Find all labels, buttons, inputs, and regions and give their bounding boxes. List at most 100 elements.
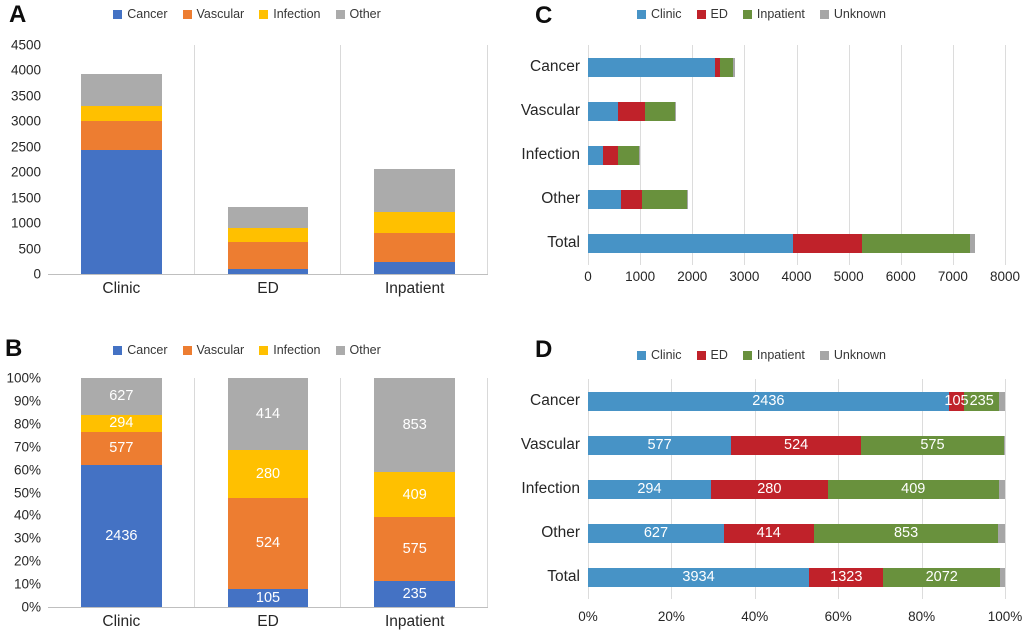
- segment-ed: 524: [731, 435, 862, 455]
- segment-clinic: [588, 57, 715, 77]
- segment-inpatient: 2072: [883, 567, 1000, 587]
- segment-value-label: 3934: [682, 569, 715, 585]
- segment-value-label: 627: [109, 388, 134, 405]
- segment-clinic: 627: [588, 523, 724, 543]
- legend-label-unknown: Unknown: [833, 348, 887, 362]
- segment-unknown: [639, 145, 640, 165]
- panel-a: A Cancer Vascular Infection Other 4500 4000 3…: [0, 0, 512, 320]
- gridline: [1005, 379, 1006, 599]
- x-axis-tick-label: 20%: [657, 609, 685, 624]
- legend-item-clinic: Clinic: [636, 7, 682, 21]
- category-label-ed: ED: [257, 280, 279, 297]
- legend-swatch-infection-icon: [259, 9, 269, 19]
- chart-d-percent-stacked-bars: Clinic ED Inpatient Unknown Cancer Vascular I…: [512, 320, 1024, 629]
- segment-unknown: [999, 391, 1005, 411]
- legend-swatch-inpatient-icon: [742, 350, 752, 360]
- segment-clinic: [588, 145, 604, 165]
- x-axis-tick-label: 4000: [781, 269, 812, 284]
- legend-item-unknown: Unknown: [819, 7, 886, 21]
- gridline: [900, 45, 902, 265]
- segment-value-label: 524: [784, 437, 809, 453]
- segment-value-label: 105: [944, 393, 969, 409]
- legend-item-infection: Infection: [259, 343, 321, 357]
- x-axis-tick-label: 0%: [578, 609, 598, 624]
- stacked-bar-ed: [227, 206, 309, 274]
- chart-b-percent-stacked-columns: Cancer Vascular Infection Other 100% 90% 80% 7…: [0, 320, 512, 631]
- bar-row-cancer: 2436 105 235: [588, 379, 1005, 423]
- segment-value-label: 1323: [830, 569, 863, 585]
- bar-column-inpatient: 235 575 409 853: [341, 378, 488, 607]
- legend-item-inpatient: Inpatient: [742, 7, 805, 21]
- segment-unknown: [686, 189, 689, 209]
- stacked-bar-vascular: 577 524 575: [588, 435, 1005, 455]
- segment-value-label: 235: [402, 586, 427, 603]
- chart-a-stacked-columns: Cancer Vascular Infection Other 4500 4000 350…: [0, 0, 512, 298]
- segment-value-label: 280: [255, 465, 281, 482]
- legend-label-ed: ED: [710, 7, 728, 21]
- plot-area-a: [48, 45, 488, 275]
- gridline: [796, 45, 798, 265]
- legend-item-cancer: Cancer: [113, 7, 168, 21]
- legend-label-clinic: Clinic: [650, 348, 682, 362]
- stacked-bar-clinic: [81, 73, 162, 274]
- x-axis-tick-label: 0: [584, 269, 592, 284]
- legend-swatch-inpatient-icon: [742, 9, 752, 19]
- bar-row-vascular: 577 524 575: [588, 423, 1005, 467]
- segment-vascular: 575: [374, 517, 455, 582]
- legend-label-cancer: Cancer: [127, 343, 168, 357]
- stacked-bar-inpatient: [374, 168, 455, 274]
- gridline: [952, 45, 954, 265]
- legend-swatch-ed-icon: [696, 9, 706, 19]
- gridline: [692, 45, 694, 265]
- segment-clinic: [588, 101, 619, 121]
- x-axis-tick-label: 8000: [989, 269, 1021, 284]
- bar-row-cancer: [588, 45, 1005, 89]
- segment-value-label: 853: [402, 417, 427, 434]
- segment-cancer: 235: [374, 581, 455, 607]
- x-axis-tick-label: 7000: [937, 269, 968, 284]
- x-axis-tick-label: 80%: [908, 609, 936, 624]
- segment-value-label: 2436: [752, 393, 785, 409]
- x-axis-tick-label: 1000: [625, 269, 656, 284]
- x-category-labels-a: Clinic ED Inpatient: [48, 275, 488, 298]
- category-separator-line: [487, 378, 488, 607]
- y-axis-tick-label: 4000: [10, 62, 41, 78]
- segment-inpatient: [862, 233, 970, 253]
- category-label-cancer: Cancer: [530, 58, 580, 75]
- segment-unknown: [732, 57, 735, 77]
- segment-value-label: 2436: [105, 528, 138, 545]
- segment-vascular: [227, 242, 309, 269]
- legend-item-infection: Infection: [259, 7, 321, 21]
- x-axis-tick-label: 40%: [741, 609, 769, 624]
- segment-inpatient: 853: [813, 523, 999, 543]
- y-axis-tick-label: 40%: [13, 507, 41, 523]
- segment-infection: [374, 211, 455, 233]
- segment-cancer: 105: [227, 588, 309, 607]
- x-axis-tick-label: 60%: [824, 609, 852, 624]
- legend-swatch-unknown-icon: [819, 9, 829, 19]
- legend-label-cancer: Cancer: [127, 7, 168, 21]
- legend-label-ed: ED: [710, 348, 728, 362]
- y-axis-tick-label: 1000: [10, 215, 41, 231]
- segment-clinic: 2436: [588, 391, 949, 411]
- segment-value-label: 577: [109, 440, 134, 457]
- y-axis-tick-label: 1500: [10, 190, 41, 206]
- segment-value-label: 414: [255, 405, 281, 422]
- segment-value-label: 409: [901, 481, 926, 497]
- segment-ed: [618, 101, 646, 121]
- segment-infection: 409: [374, 472, 455, 518]
- gridline: [1005, 45, 1006, 265]
- x-axis-tick-label: 3000: [729, 269, 760, 284]
- bar-column-clinic: [48, 45, 195, 274]
- y-axis-a: 4500 4000 3500 3000 2500 2000 1500 1000 500 0: [6, 38, 48, 282]
- y-axis-tick-label: 100%: [6, 370, 41, 386]
- legend-item-other: Other: [335, 7, 381, 21]
- legend-label-clinic: Clinic: [650, 7, 682, 21]
- category-label-inpatient: Inpatient: [384, 613, 445, 630]
- segment-value-label: 575: [402, 541, 427, 558]
- x-axis-tick-label: 5000: [833, 269, 864, 284]
- bar-row-total: 3934 1323 2072: [588, 555, 1005, 599]
- y-axis-tick-label: 2000: [10, 164, 41, 180]
- y-axis-tick-label: 60%: [13, 462, 41, 478]
- x-axis-tick-label: 2000: [677, 269, 708, 284]
